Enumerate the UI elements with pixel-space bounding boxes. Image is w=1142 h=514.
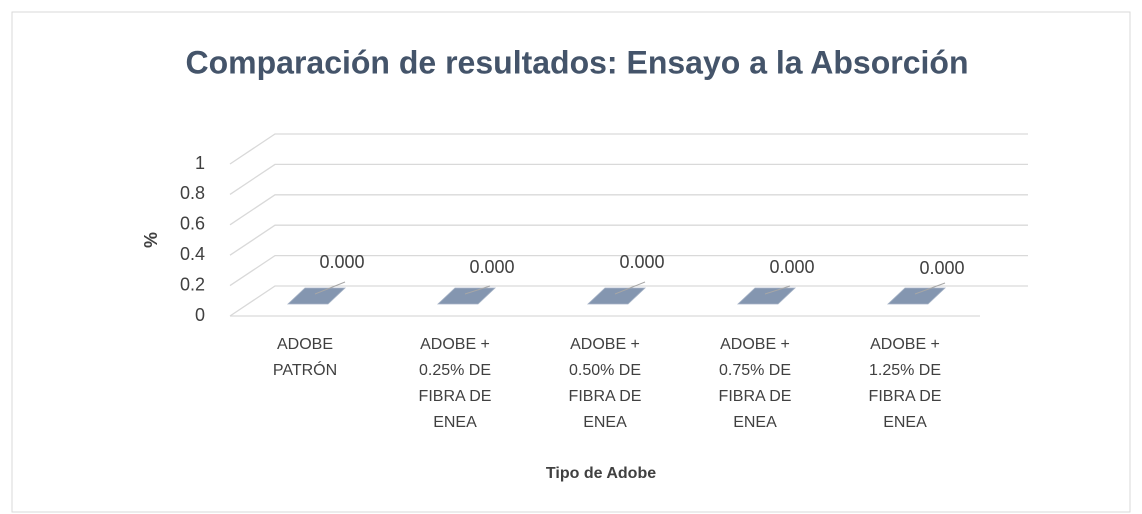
data-label: 0.000 bbox=[319, 252, 364, 272]
grid-line bbox=[229, 163, 1028, 195]
y-tick-label: 1 bbox=[195, 153, 205, 173]
data-label: 0.000 bbox=[619, 252, 664, 272]
bar bbox=[586, 287, 647, 305]
grid-line bbox=[229, 133, 1028, 165]
x-tick-label: ADOBE + 0.25% DE FIBRA DE ENEA bbox=[418, 336, 492, 431]
bar bbox=[736, 287, 797, 305]
leader-line bbox=[314, 281, 346, 295]
y-tick-label: 0 bbox=[195, 305, 205, 325]
x-axis-title: Tipo de Adobe bbox=[546, 465, 656, 482]
data-label: 0.000 bbox=[919, 258, 964, 278]
x-tick-label-box: ADOBE + 0.25% DE FIBRA DE ENEA bbox=[418, 336, 492, 431]
data-label: 0.000 bbox=[469, 257, 514, 277]
grid-line bbox=[229, 285, 1028, 317]
x-tick-label: ADOBE + 0.75% DE FIBRA DE ENEA bbox=[718, 336, 792, 431]
chart-border bbox=[11, 11, 1131, 513]
y-tick-label: 0.6 bbox=[180, 214, 205, 234]
y-tick-label: 0.4 bbox=[180, 244, 205, 264]
x-tick-label-box: ADOBE + 0.50% DE FIBRA DE ENEA bbox=[568, 336, 642, 431]
grid-line bbox=[229, 194, 1028, 226]
grid-line bbox=[229, 224, 1028, 256]
leader-line bbox=[614, 281, 646, 295]
x-tick-label-box: ADOBE + 0.75% DE FIBRA DE ENEA bbox=[718, 336, 792, 431]
data-label: 0.000 bbox=[769, 257, 814, 277]
x-tick-label: ADOBE PATRÓN bbox=[272, 336, 338, 379]
x-tick-label-box: ADOBE + 1.25% DE FIBRA DE ENEA bbox=[868, 336, 942, 431]
x-tick-label: ADOBE + 1.25% DE FIBRA DE ENEA bbox=[868, 336, 942, 431]
leader-line bbox=[464, 285, 491, 295]
leader-line bbox=[764, 285, 791, 295]
grid-line bbox=[229, 254, 1028, 287]
bar bbox=[436, 287, 497, 305]
x-tick-label-box: ADOBE PATRÓN bbox=[272, 336, 338, 379]
y-tick-label: 0.8 bbox=[180, 183, 205, 203]
x-tick-label: ADOBE + 0.50% DE FIBRA DE ENEA bbox=[568, 336, 642, 431]
y-axis-title: % bbox=[141, 232, 161, 248]
bar bbox=[886, 287, 947, 305]
y-tick-label: 0.2 bbox=[180, 274, 205, 294]
bar bbox=[286, 287, 347, 305]
chart-title: Comparación de resultados: Ensayo a la A… bbox=[185, 44, 968, 80]
leader-line bbox=[914, 282, 946, 295]
